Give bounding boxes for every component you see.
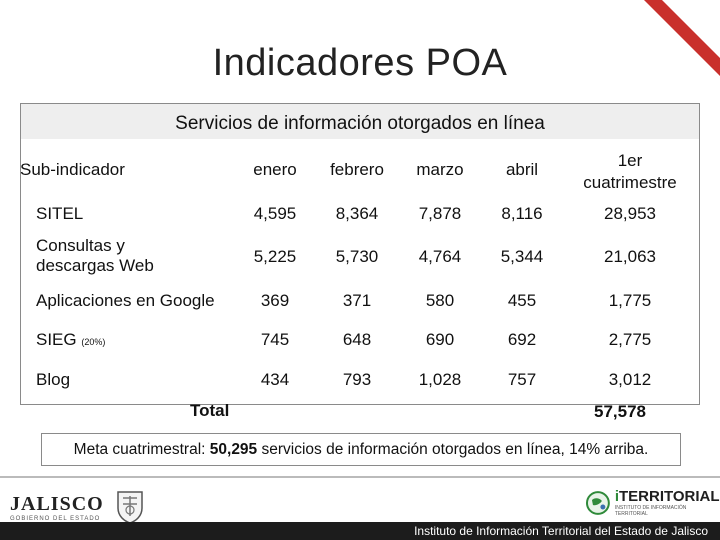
globe-icon bbox=[585, 490, 610, 515]
column-header-subindicador: Sub-indicador bbox=[20, 160, 125, 179]
column-header-cuatrimestre: 1er cuatrimestre bbox=[583, 151, 677, 192]
column-header-marzo: marzo bbox=[416, 160, 464, 179]
table-heading: Servicios de información otorgados en lí… bbox=[175, 113, 545, 134]
row-label-sieg: SIEG (20%) bbox=[36, 330, 105, 352]
jalisco-logo-subtext: GOBIERNO DEL ESTADO bbox=[10, 515, 101, 522]
coat-of-arms-icon bbox=[116, 491, 143, 524]
row-label-sieg-note: (20%) bbox=[81, 337, 106, 347]
footer-divider bbox=[0, 476, 720, 478]
iter-logo-prefix: i bbox=[614, 488, 619, 505]
goal-note-prefix: Meta cuatrimestral: bbox=[73, 441, 210, 458]
table-heading-band bbox=[20, 103, 700, 139]
total-label: Total bbox=[190, 401, 230, 420]
goal-note: Meta cuatrimestral: 50,295 servicios de … bbox=[41, 441, 681, 459]
table-cell: 5,730 bbox=[335, 247, 379, 266]
table-cell: 1,028 bbox=[418, 370, 462, 389]
table-cell: 692 bbox=[507, 330, 537, 349]
slide-title: Indicadores POA bbox=[212, 42, 508, 84]
corner-decoration-inner bbox=[662, 0, 720, 58]
iter-logo-subtext: INSTITUTO DE INFORMACIÓN TERRITORIAL bbox=[614, 505, 687, 517]
row-label-sitel: SITEL bbox=[36, 204, 84, 223]
jalisco-logo-text: JALISCO bbox=[10, 492, 104, 515]
footer-caption: Instituto de Información Territorial del… bbox=[414, 524, 708, 538]
row-label-blog: Blog bbox=[36, 370, 71, 389]
table-cell: 371 bbox=[342, 291, 372, 310]
column-header-febrero: febrero bbox=[330, 160, 384, 179]
row-label-consultas: Consultas y descargas Web bbox=[36, 236, 154, 275]
table-cell: 648 bbox=[342, 330, 372, 349]
iter-logo-text: iTERRITORIAL bbox=[615, 488, 720, 505]
table-cell-total: 28,953 bbox=[604, 204, 656, 223]
table-cell: 5,344 bbox=[500, 247, 544, 266]
goal-note-value: 50,295 bbox=[209, 441, 258, 458]
total-value: 57,578 bbox=[594, 402, 646, 421]
table-cell: 690 bbox=[425, 330, 455, 349]
footer-bar bbox=[0, 522, 720, 540]
table-cell: 757 bbox=[507, 370, 537, 389]
column-header-abril: abril bbox=[505, 160, 539, 179]
iter-logo: iTERRITORIAL INSTITUTO DE INFORMACIÓN TE… bbox=[585, 488, 720, 517]
table-cell: 580 bbox=[425, 291, 455, 310]
table-cell: 745 bbox=[260, 330, 290, 349]
table-cell: 4,595 bbox=[253, 204, 297, 223]
table-cell: 793 bbox=[342, 370, 372, 389]
table-cell: 5,225 bbox=[253, 247, 297, 266]
table-cell: 455 bbox=[507, 291, 537, 310]
goal-note-suffix: servicios de información otorgados en lí… bbox=[257, 441, 649, 458]
table-cell-total: 2,775 bbox=[608, 330, 652, 349]
iter-logo-word: TERRITORIAL bbox=[619, 488, 720, 505]
goal-note-box bbox=[41, 433, 681, 466]
data-table bbox=[20, 103, 700, 405]
table-cell: 369 bbox=[260, 291, 290, 310]
table-cell: 434 bbox=[260, 370, 290, 389]
table-cell: 7,878 bbox=[418, 204, 462, 223]
table-cell-total: 1,775 bbox=[608, 291, 652, 310]
table-cell-total: 21,063 bbox=[604, 247, 656, 266]
table-cell: 8,116 bbox=[501, 204, 543, 223]
table-cell-total: 3,012 bbox=[608, 370, 652, 389]
jalisco-logo: JALISCO GOBIERNO DEL ESTADO bbox=[10, 490, 146, 524]
row-label-aplicaciones: Aplicaciones en Google bbox=[36, 291, 215, 310]
column-header-enero: enero bbox=[253, 160, 297, 179]
table-cell: 8,364 bbox=[335, 204, 379, 223]
row-label-sieg-text: SIEG bbox=[36, 330, 77, 349]
table-cell: 4,764 bbox=[418, 247, 462, 266]
